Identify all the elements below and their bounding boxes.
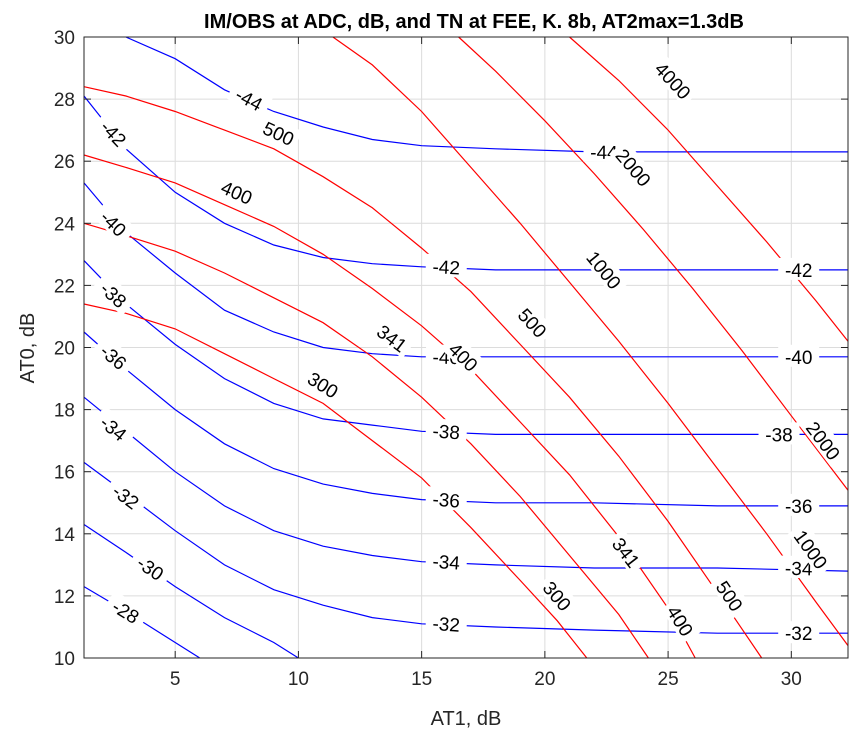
- contour-label-backing: [92, 110, 137, 156]
- y-tick-label: 30: [54, 28, 75, 49]
- contour-label: -38: [765, 425, 792, 446]
- contour-label-backing: [579, 242, 630, 297]
- im-obs-contour-neg34: [83, 396, 849, 572]
- contour-label-group: -38: [758, 422, 800, 446]
- contour-label-backing: [103, 474, 150, 517]
- y-tick-label: 24: [54, 214, 76, 235]
- contour-label-backing: [226, 78, 273, 118]
- y-axis-label: AT0, dB: [17, 313, 39, 384]
- y-tick-label: 22: [54, 276, 75, 297]
- contour-label: -32: [432, 614, 461, 637]
- contour-label: -40: [785, 348, 812, 369]
- contour-label-group: -36: [778, 493, 820, 518]
- tn-contour-500: [83, 86, 763, 659]
- y-tick-label: 18: [54, 401, 75, 422]
- contour-label-group: -44: [226, 78, 273, 118]
- contour-labels: -28-30-32-32 -32-34-34 -34-36-36 -36-38-38-…: [91, 53, 849, 645]
- y-tick-label: 28: [54, 90, 75, 111]
- contour-label: -42: [785, 261, 812, 282]
- contour-label-backing: [609, 139, 660, 194]
- contour-label-backing: [647, 53, 700, 107]
- contour-label-backing: [369, 316, 416, 359]
- chart-title: IM/OBS at ADC, dB, and TN at FEE, K. 8b,…: [204, 11, 744, 33]
- tn-contour-341: [83, 222, 649, 659]
- tn-contour-300: [83, 303, 588, 659]
- im-obs-contour-neg40: [83, 182, 848, 358]
- contour-label-backing: [425, 486, 468, 512]
- contour-label-backing: [91, 200, 137, 245]
- contour-label-backing: [255, 113, 303, 152]
- contour-label-group: -36: [425, 486, 468, 513]
- contour-label-backing: [758, 422, 800, 445]
- contour-label-backing: [127, 546, 175, 588]
- contour-label-backing: [778, 621, 820, 644]
- contour-label-backing: [778, 493, 820, 516]
- x-tick-label: 10: [288, 669, 309, 690]
- contour-label: -36: [785, 497, 812, 518]
- contour-label-group: -42: [425, 253, 468, 279]
- contour-label: -34: [785, 559, 813, 581]
- contour-label-group: -38: [425, 417, 468, 444]
- contour-label-backing: [214, 173, 261, 210]
- contour-label-backing: [661, 596, 702, 644]
- contour-label-group: -40: [778, 344, 820, 369]
- tn-contour-400: [83, 154, 696, 659]
- tn-contour-4000: [569, 36, 849, 342]
- im-obs-contour-neg30: [83, 524, 299, 659]
- tn-contour-2000: [458, 36, 849, 491]
- contour-label-backing: [511, 299, 556, 345]
- im-obs-contour-neg32: [83, 461, 848, 634]
- y-tick-label: 16: [54, 463, 75, 484]
- x-tick-label: 20: [534, 669, 555, 690]
- contour-label-backing: [709, 572, 752, 619]
- contour-label-backing: [778, 344, 820, 367]
- contour-label-backing: [91, 405, 138, 449]
- contour-label: -38: [432, 421, 461, 444]
- contour-label: -42: [432, 257, 460, 279]
- contour-label-group: -42: [778, 257, 820, 282]
- contour-label-backing: [300, 363, 347, 405]
- contour-label-group: -32: [425, 610, 468, 637]
- axes: 5 10 15 20 25 30 10 12 14 16 18 20 22 24 26 28 30: [54, 28, 849, 690]
- im-obs-contour-neg36: [83, 331, 848, 507]
- contour-label: -32: [785, 624, 812, 645]
- contour-label-backing: [425, 548, 468, 574]
- contour-label-backing: [425, 253, 468, 278]
- y-tick-label: 20: [54, 339, 75, 360]
- contour-label-backing: [536, 572, 580, 618]
- y-tick-label: 26: [54, 152, 75, 173]
- contour-label-backing: [91, 334, 137, 378]
- x-tick-label: 15: [411, 669, 432, 690]
- im-obs-contour-neg28: [83, 586, 201, 659]
- contour-label-group: -34: [425, 548, 468, 575]
- contour-label: -44: [590, 143, 618, 164]
- contour-label-group: -32: [778, 621, 820, 645]
- contour-label-backing: [605, 528, 649, 575]
- tn-contour-1000: [332, 36, 849, 646]
- contour-label: -36: [432, 490, 461, 513]
- contour-label-backing: [425, 610, 468, 636]
- x-tick-label: 25: [658, 669, 679, 690]
- contour-label-backing: [778, 257, 820, 280]
- x-tick-label: 30: [781, 669, 802, 690]
- contour-label-backing: [103, 590, 150, 631]
- x-axis-label: AT1, dB: [431, 708, 502, 730]
- contour-label-backing: [441, 333, 487, 379]
- contour-label: -34: [432, 552, 461, 575]
- contour-label-backing: [91, 271, 137, 316]
- y-tick-label: 12: [54, 587, 75, 608]
- contour-label-backing: [787, 521, 836, 577]
- contour-label-backing: [799, 412, 849, 468]
- x-tick-label: 5: [170, 669, 181, 690]
- contour-label-backing: [425, 417, 468, 443]
- y-tick-label: 10: [54, 649, 75, 670]
- y-tick-label: 14: [54, 525, 76, 546]
